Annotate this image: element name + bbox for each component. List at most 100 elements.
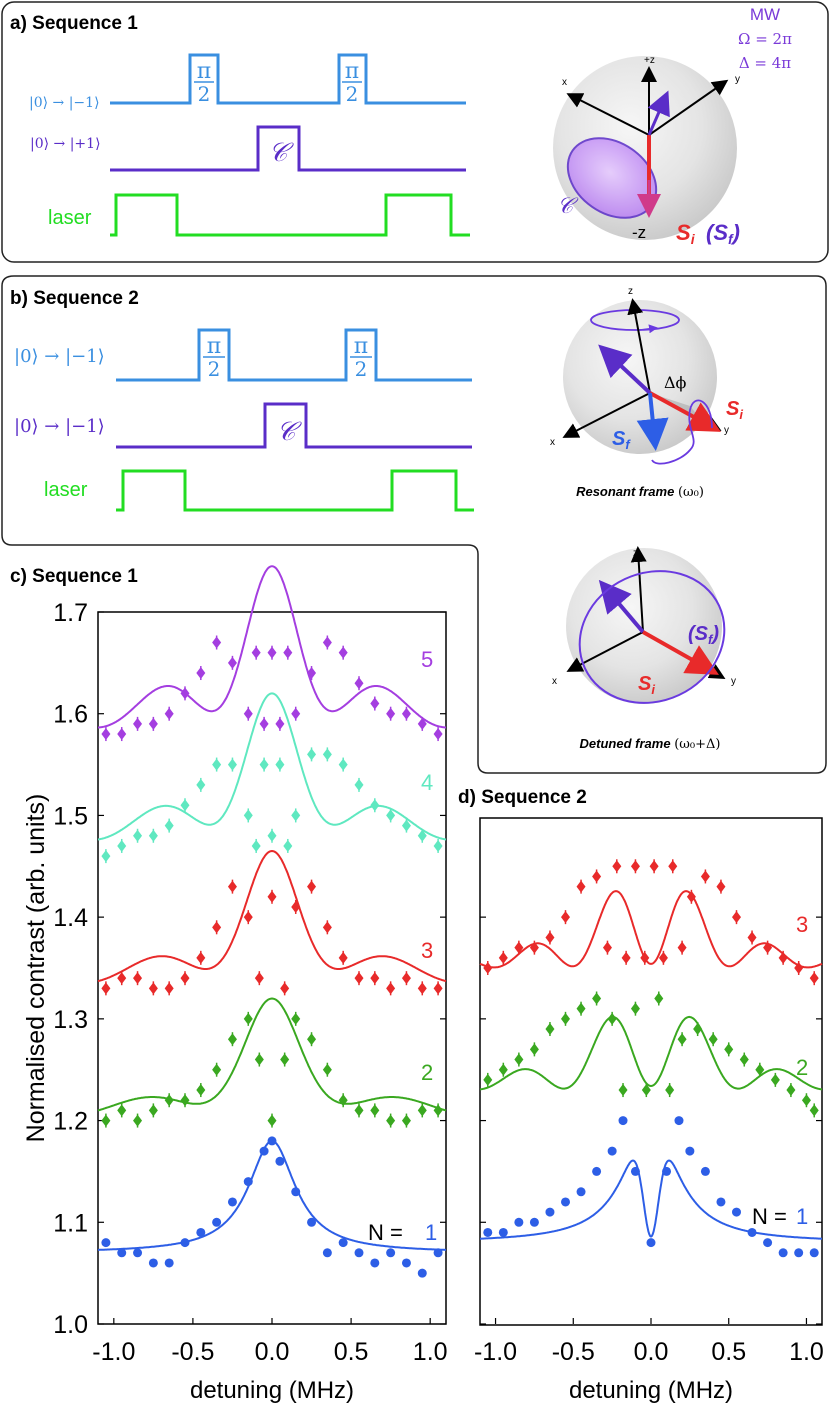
d-data-point — [646, 1238, 656, 1248]
c-data-point — [101, 728, 111, 741]
c-ytick-label: 1.3 — [53, 1006, 88, 1034]
row-label-b-2: |0⟩ → |−1⟩ — [14, 416, 105, 437]
c-data-point — [148, 829, 158, 842]
c-fit-curve-N3 — [97, 849, 447, 983]
axis-x-b2: x — [552, 676, 557, 687]
panel-c-title: c) Sequence 1 — [10, 566, 138, 587]
c-data-point — [401, 1114, 411, 1127]
c-data-point — [401, 1258, 411, 1268]
d-data-point — [747, 1227, 757, 1237]
resonant-frame-caption: Resonant frame (ω₀) — [576, 484, 704, 500]
d-fit-curve-N1 — [480, 1159, 822, 1240]
c-data-point — [243, 1012, 253, 1025]
c-data-point — [322, 921, 332, 934]
c-data-point — [307, 1217, 317, 1227]
d-data-point — [654, 992, 664, 1005]
row-label-laser: laser — [48, 207, 92, 229]
plot-c-n-value-2: 2 — [421, 1060, 433, 1085]
d-data-point — [592, 992, 602, 1005]
c-data-point — [133, 972, 143, 985]
plot-d-series — [479, 859, 823, 1258]
c-data-point — [164, 819, 174, 832]
d-data-point — [794, 1248, 804, 1258]
d-data-point — [658, 951, 668, 964]
sf-label-b: Sf — [612, 428, 631, 452]
d-data-point — [755, 1063, 765, 1076]
c-data-point — [386, 1114, 396, 1127]
c-data-point — [386, 1248, 396, 1258]
c-data-point — [133, 717, 143, 730]
plot-c-n-value-1: 1 — [425, 1220, 437, 1245]
d-data-point — [483, 1227, 493, 1237]
d-data-point — [607, 1146, 617, 1156]
c-data-point — [148, 982, 158, 995]
c-data-point — [386, 982, 396, 995]
d-data-point — [716, 880, 726, 893]
d-data-point — [561, 911, 570, 924]
panel-c: c) Sequence 1 1.0 1.1 1.2 1.3 1.4 1.5 1.6 1.7 -… — [10, 565, 448, 1404]
c-data-point — [338, 646, 348, 659]
c-data-point — [417, 982, 427, 995]
plot-d-n-value-1: 1 — [796, 1204, 808, 1229]
si-label-b2: Si — [638, 673, 655, 697]
row-label-b-laser: laser — [44, 479, 88, 501]
d-xtick-label: -1.0 — [474, 1338, 517, 1366]
c-data-point — [307, 1033, 317, 1046]
c-data-point — [267, 1114, 277, 1127]
axis-z-b2: z — [633, 548, 638, 559]
plot-c-n-value-5: 5 — [421, 647, 433, 672]
d-data-point — [677, 941, 687, 954]
d-data-point — [677, 1033, 687, 1046]
c-ytick-label: 1.5 — [53, 802, 88, 830]
d-data-point — [545, 931, 555, 944]
c-data-point — [117, 972, 127, 985]
c-data-point — [196, 1084, 206, 1097]
axis-y-a: y — [735, 74, 740, 85]
detuned-frame-caption: Detuned frame (ω₀+Δ) — [580, 736, 721, 752]
d-xtick-label: 0.5 — [711, 1338, 746, 1366]
c-data-point — [243, 809, 253, 822]
c-data-point — [370, 697, 380, 710]
d-data-point — [693, 1023, 703, 1036]
plot-d-n-label: N = — [752, 1204, 787, 1229]
plot-d-yticks — [480, 916, 822, 1325]
d-data-point — [809, 972, 819, 985]
c-data-point — [101, 1114, 111, 1127]
c-data-point — [370, 972, 380, 985]
plot-c-xlabel: detuning (MHz) — [190, 1377, 354, 1404]
c-data-point — [243, 707, 253, 720]
c-data-point — [417, 717, 427, 730]
c-data-point — [212, 1217, 222, 1227]
c-data-point — [164, 707, 174, 720]
pi-half-top-1: π — [197, 59, 211, 84]
c-pulse-label-b: 𝒞 — [277, 417, 303, 447]
d-data-point — [483, 1073, 493, 1086]
bloch-sphere-resonant — [563, 300, 717, 454]
d-data-point — [700, 870, 710, 883]
row-label-minus1: |0⟩ → |−1⟩ — [29, 95, 100, 111]
d-xtick-label: -0.5 — [552, 1338, 595, 1366]
d-data-point — [621, 951, 631, 964]
d-data-point — [763, 941, 773, 954]
c-data-point — [370, 799, 380, 812]
d-data-point — [529, 1043, 539, 1056]
c-data-point — [386, 809, 396, 822]
c-data-point — [307, 667, 317, 680]
c-ytick-label: 1.1 — [53, 1209, 88, 1237]
c-data-point — [283, 839, 293, 852]
d-data-point — [498, 1063, 508, 1076]
c-data-point — [196, 1227, 206, 1237]
c-data-point — [180, 1094, 190, 1107]
d-data-point — [809, 1248, 819, 1258]
c-ytick-label: 1.2 — [53, 1108, 88, 1136]
c-pulse-trace-b — [116, 402, 472, 449]
d-fit-curve-N3 — [479, 890, 823, 969]
plot-c-xticks: -1.0 -0.5 0.0 0.5 1.0 — [92, 1318, 448, 1366]
c-data-point — [267, 646, 277, 659]
d-data-point — [724, 1043, 734, 1056]
c-data-point — [180, 972, 190, 985]
c-data-point — [148, 717, 158, 730]
d-data-point — [576, 1187, 586, 1197]
d-data-point — [514, 1217, 524, 1227]
d-data-point — [618, 1084, 628, 1097]
